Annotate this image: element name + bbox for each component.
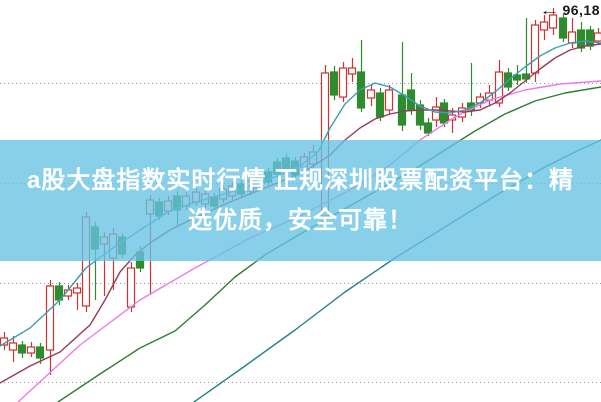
price-value: 96,18: [562, 2, 600, 18]
banner-text-line2: 选优质，安全可靠！: [188, 206, 413, 234]
left-arrow-icon: ←: [538, 2, 561, 18]
promo-banner-overlay: a股大盘指数实时行情 正规深圳股票配资平台：精 选优质，安全可靠！: [0, 140, 601, 261]
banner-text-line1: a股大盘指数实时行情 正规深圳股票配资平台：精: [26, 166, 574, 194]
price-annotation: ← 96,18: [539, 2, 600, 18]
